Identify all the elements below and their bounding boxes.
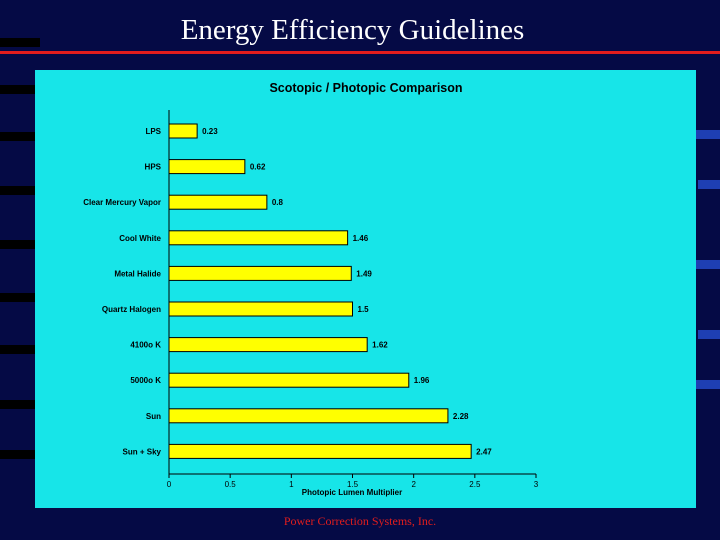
bar (168, 265, 352, 281)
value-label: 0.8 (272, 198, 284, 207)
bar (168, 408, 449, 424)
bar (168, 301, 353, 317)
category-label: 4100o K (130, 341, 161, 350)
bar (168, 194, 268, 210)
title-rule (0, 51, 720, 54)
category-label: LPS (145, 127, 161, 136)
decor-stripe (0, 450, 40, 459)
bar (168, 230, 349, 246)
value-label: 1.46 (353, 234, 369, 243)
decor-stripe (696, 130, 720, 139)
x-tick-label: 2 (411, 480, 416, 489)
decor-stripe (696, 260, 720, 269)
category-label: Cool White (119, 234, 161, 243)
x-tick-label: 1.5 (347, 480, 359, 489)
category-label: Clear Mercury Vapor (83, 198, 161, 207)
decor-stripe (0, 132, 40, 141)
category-label: Metal Halide (114, 269, 161, 278)
value-label: 1.5 (358, 305, 370, 314)
decor-stripe (0, 345, 40, 354)
bars-layer: LPS 0.23 HPS 0.62 Clear Mercury Vapor 0.8 Cool… (83, 123, 492, 459)
x-ticks: 0 0.5 1 1.5 2 2.5 3 (167, 474, 539, 489)
bar-chart: Scotopic / Photopic Comparison LPS 0.23 HP… (83, 81, 539, 497)
bar (168, 159, 246, 175)
category-label: Quartz Halogen (102, 305, 161, 314)
bar (168, 337, 368, 353)
x-axis-title: Photopic Lumen Multiplier (302, 488, 402, 497)
decor-stripe (696, 380, 720, 389)
decor-stripe (0, 85, 38, 94)
value-label: 0.62 (250, 163, 266, 172)
chart-title: Scotopic / Photopic Comparison (269, 81, 462, 95)
category-label: Sun (146, 412, 161, 421)
x-tick-label: 2.5 (469, 480, 481, 489)
decor-stripe (0, 400, 38, 409)
x-tick-label: 3 (534, 480, 539, 489)
value-label: 1.96 (414, 376, 430, 385)
value-label: 2.28 (453, 412, 469, 421)
decor-stripe (698, 180, 720, 189)
decor-stripe (0, 186, 38, 195)
category-label: HPS (145, 163, 162, 172)
decor-stripe (0, 293, 38, 302)
x-tick-label: 0.5 (225, 480, 237, 489)
bar (168, 123, 198, 139)
decor-stripe (0, 38, 40, 47)
decor-stripe (0, 240, 40, 249)
decor-stripe (698, 330, 720, 339)
value-label: 1.49 (356, 269, 372, 278)
value-label: 0.23 (202, 127, 218, 136)
chart-panel: Scotopic / Photopic Comparison LPS 0.23 HP… (35, 70, 696, 508)
value-label: 1.62 (372, 341, 388, 350)
x-tick-label: 1 (289, 480, 294, 489)
bar (168, 443, 472, 459)
x-tick-label: 0 (167, 480, 172, 489)
value-label: 2.47 (476, 447, 492, 456)
footer-text: Power Correction Systems, Inc. (283, 514, 437, 528)
slide-title: Energy Efficiency Guidelines (180, 14, 525, 46)
category-label: 5000o K (130, 376, 161, 385)
bar (168, 372, 410, 388)
category-label: Sun + Sky (123, 447, 162, 456)
